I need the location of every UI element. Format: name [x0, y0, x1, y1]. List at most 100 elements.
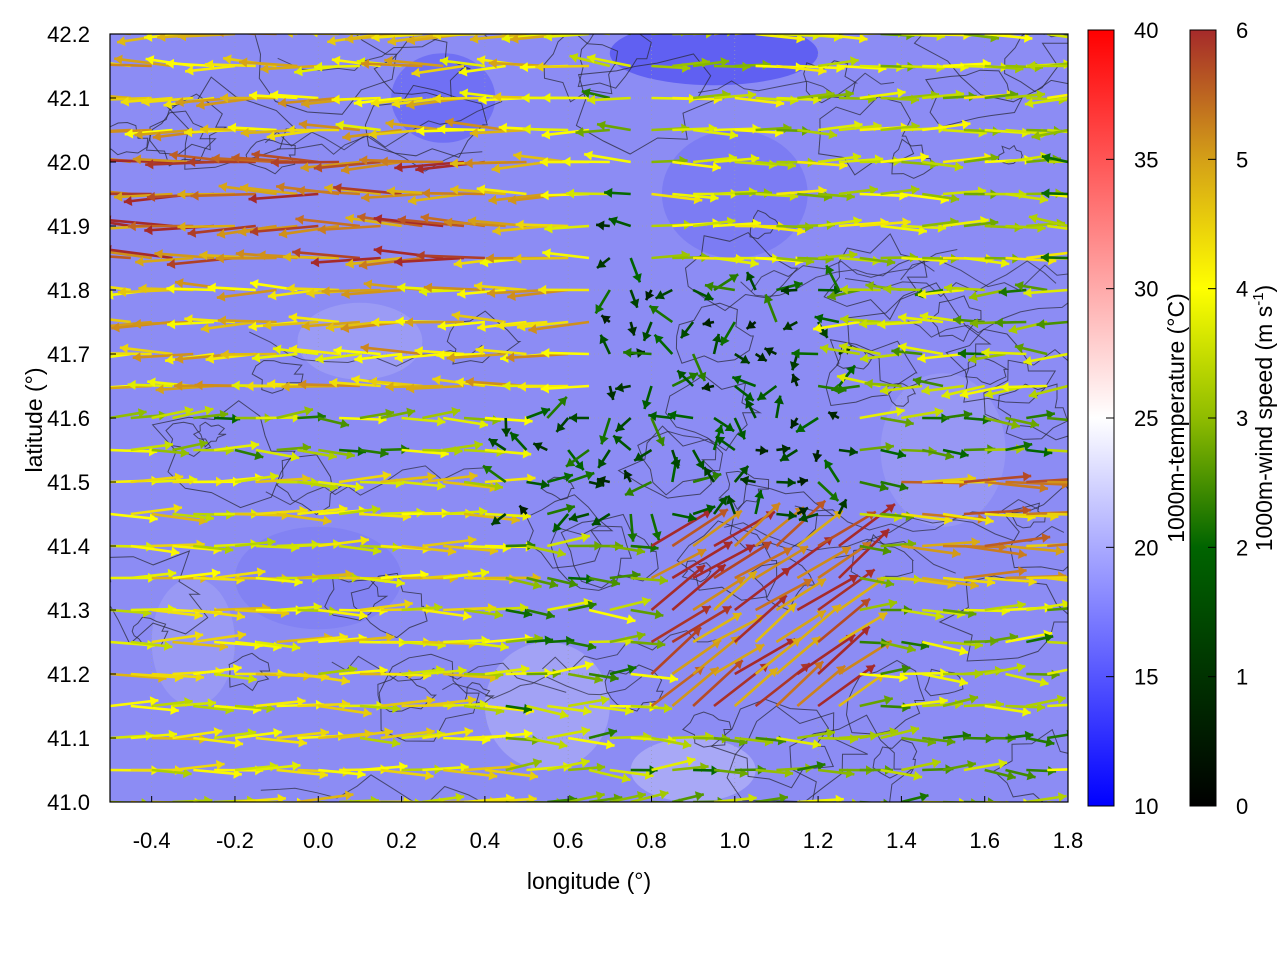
- contour-line: [364, 84, 488, 159]
- wind-vector: [345, 213, 402, 228]
- colorbar-tick-label: 6: [1236, 18, 1248, 43]
- wind-vector: [782, 320, 798, 331]
- wind-vector: [405, 317, 465, 328]
- wind-vector: [547, 635, 575, 646]
- wind-vector: [1047, 768, 1068, 772]
- wind-vector: [526, 704, 569, 720]
- wind-vector: [522, 124, 569, 135]
- wind-vector: [318, 448, 356, 460]
- wind-vector: [234, 728, 282, 740]
- wind-vector: [901, 544, 961, 559]
- wind-vector: [151, 447, 190, 458]
- wind-vector: [421, 188, 485, 199]
- wind-vector: [1005, 441, 1033, 452]
- wind-vector: [505, 800, 535, 802]
- wind-vector: [373, 214, 444, 228]
- wind-vector: [172, 568, 221, 580]
- contour-line: [245, 138, 296, 175]
- wind-vector: [957, 348, 985, 359]
- wind-vector: [567, 640, 597, 651]
- wind-vector: [331, 94, 381, 105]
- wind-vector: [526, 608, 556, 620]
- y-tick-label: 41.7: [47, 342, 90, 367]
- wind-vector: [984, 533, 1051, 548]
- wind-vector: [172, 759, 225, 772]
- wind-vector: [526, 576, 559, 589]
- wind-vector: [650, 605, 712, 644]
- wind-vector: [464, 158, 527, 169]
- colorbar-tick-label: 35: [1134, 147, 1158, 172]
- wind-vector: [922, 537, 980, 548]
- wind-vector: [463, 512, 520, 525]
- wind-vector: [755, 445, 769, 456]
- wind-vector: [838, 800, 845, 802]
- wind-vector: [110, 258, 111, 260]
- wind-vector: [1036, 319, 1068, 330]
- wind-label-main: 1000m-wind speed (m s: [1251, 306, 1277, 551]
- wind-vector: [416, 250, 485, 261]
- wind-vector: [859, 544, 892, 556]
- wind-vector: [443, 768, 498, 781]
- wind-vector: [963, 797, 997, 802]
- wind-vector: [599, 334, 611, 355]
- y-tick-label: 41.3: [47, 598, 90, 623]
- wind-vector: [463, 640, 509, 652]
- wind-vector: [318, 608, 368, 621]
- wind-vector: [463, 480, 504, 492]
- wind-label-sup: -1: [1250, 292, 1267, 305]
- wind-vector: [310, 256, 381, 268]
- wind-vector: [609, 664, 637, 676]
- wind-vector: [588, 576, 621, 588]
- wind-vector: [1000, 382, 1048, 392]
- wind-vector: [796, 506, 809, 517]
- contour-line: [151, 400, 296, 509]
- wind-vector: [733, 465, 750, 483]
- wind-vector: [883, 284, 923, 295]
- wind-vector: [110, 696, 159, 708]
- y-tick-label: 41.9: [47, 214, 90, 239]
- wind-vector: [864, 378, 902, 389]
- wind-vector: [859, 598, 898, 612]
- wind-vector: [288, 312, 340, 324]
- wind-vector: [609, 596, 652, 612]
- wind-vector: [754, 489, 765, 515]
- wind-vector: [411, 64, 465, 78]
- wind-vector: [184, 64, 236, 76]
- wind-vector: [151, 768, 192, 779]
- wind-vector: [629, 257, 642, 283]
- wind-vector: [110, 384, 152, 390]
- wind-vector: [776, 280, 803, 292]
- wind-vector: [1026, 736, 1055, 747]
- wind-vector: [880, 800, 887, 802]
- wind-vector: [318, 768, 366, 779]
- wind-vector: [679, 321, 695, 339]
- x-tick-label: -0.4: [133, 828, 171, 853]
- wind-vector: [110, 96, 152, 101]
- wind-vector: [437, 320, 486, 331]
- wind-vector: [981, 347, 1027, 358]
- wind-vector: [401, 416, 446, 427]
- wind-vector: [526, 544, 567, 558]
- wind-vector: [1047, 607, 1068, 612]
- wind-vector: [755, 793, 789, 802]
- colorbar-tick-label: 4: [1236, 277, 1248, 302]
- wind-vector: [776, 736, 822, 749]
- y-tick-label: 41.0: [47, 790, 90, 815]
- wind-vector: [1027, 60, 1068, 71]
- wind-vector: [567, 695, 610, 708]
- wind-vector: [526, 736, 568, 750]
- wind-vector: [941, 384, 985, 400]
- y-axis-label: latitude (°): [21, 367, 47, 472]
- wind-vector: [859, 576, 895, 588]
- wind-vector: [321, 286, 381, 297]
- wind-vector: [713, 153, 760, 164]
- wind-vector: [588, 704, 634, 716]
- wind-vector: [692, 471, 722, 484]
- contour-line: [192, 421, 227, 448]
- wind-vector: [359, 703, 401, 714]
- wind-vector: [796, 574, 859, 612]
- wind-vector: [475, 345, 527, 356]
- wind-vector: [897, 342, 944, 356]
- wind-vector: [701, 382, 715, 392]
- x-tick-label: 0.2: [386, 828, 417, 853]
